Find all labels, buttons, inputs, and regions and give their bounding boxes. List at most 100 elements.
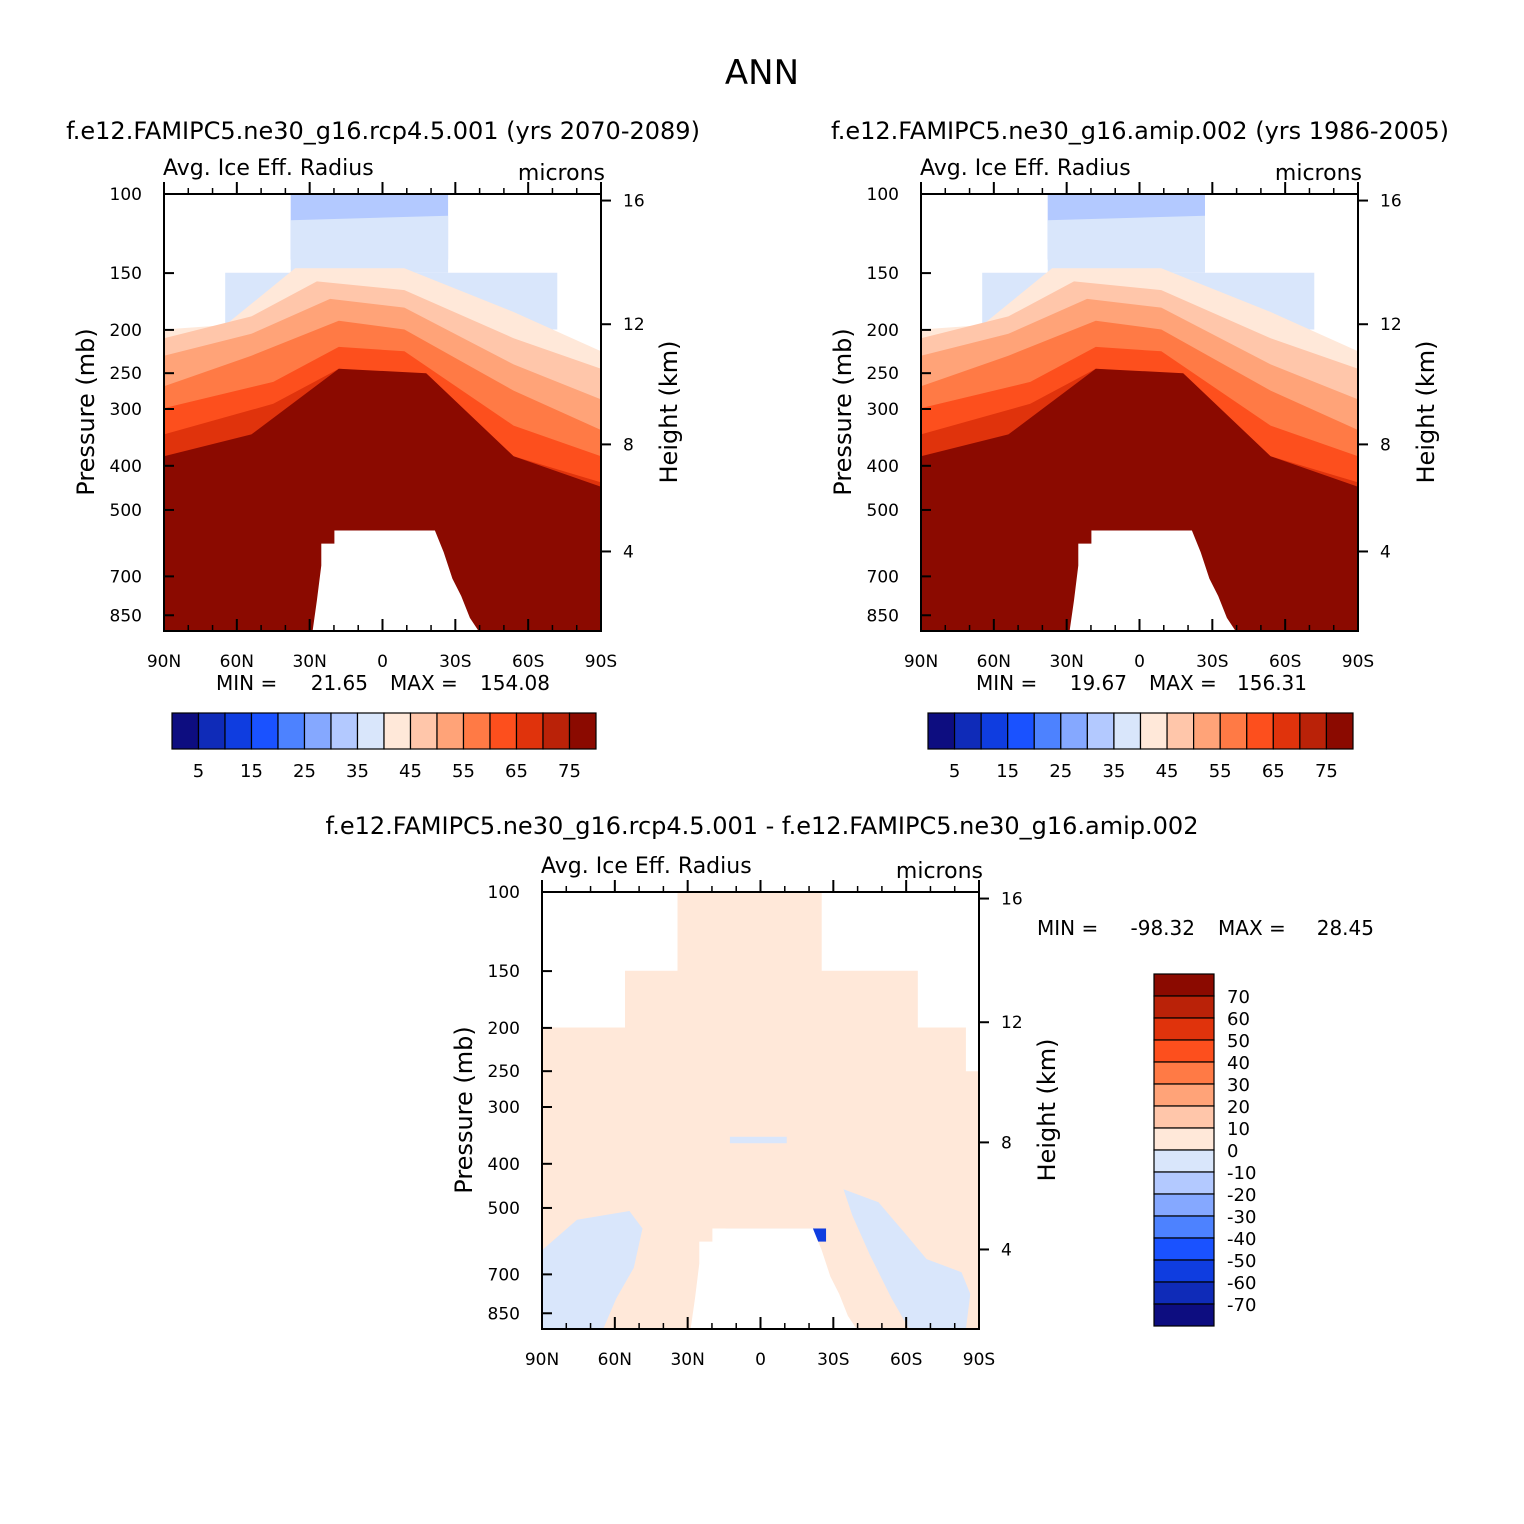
colorbar-label: 65 [1262,761,1285,782]
y2-tick-label: 16 [623,192,645,212]
x-tick-label: 0 [377,652,388,672]
colorbar-box [1153,1105,1215,1129]
colorbar-label: -30 [1227,1207,1256,1228]
x-tick-label: 30S [817,1350,849,1370]
colorbar-box [1299,712,1328,750]
colorbar-label: -10 [1227,1163,1256,1184]
colorbar-box [1113,712,1142,750]
y-tick-label: 300 [110,400,142,420]
y-tick-label: 700 [867,567,899,587]
colorbar-box [1153,1061,1215,1085]
y-tick-label: 250 [867,364,899,384]
colorbar-box [1153,973,1215,997]
min-label: MIN = [216,671,277,695]
contour-band [921,368,1358,631]
y2-tick-label: 4 [623,542,634,562]
y-tick-label: 150 [488,962,520,982]
colorbar-box [383,712,412,750]
min-max-stats: MIN = 21.65 MAX = 154.08 [216,671,550,695]
panel-title: f.e12.FAMIPC5.ne30_g16.rcp4.5.001 (yrs 2… [66,117,700,145]
colorbar-label: -40 [1227,1229,1256,1250]
colorbar-box [1153,995,1215,1019]
y-tick-label: 300 [488,1098,520,1118]
y-tick-label: 150 [110,264,142,284]
colorbar-box [330,712,359,750]
y-tick-label: 700 [110,567,142,587]
panel-title: f.e12.FAMIPC5.ne30_g16.rcp4.5.001 - f.e1… [326,812,1199,840]
y-tick-label: 400 [110,457,142,477]
min-label: MIN = [976,671,1037,695]
units-label: microns [518,161,605,186]
x-tick-label: 60N [598,1350,632,1370]
max-label: MAX = [390,671,458,695]
colorbar-label: -20 [1227,1185,1256,1206]
colorbar-label: 60 [1227,1009,1250,1030]
colorbar: 5 15 25 35 45 55 65 75 [927,712,1354,782]
colorbar-label: 25 [293,761,316,782]
colorbar-label: 30 [1227,1075,1250,1096]
x-tick-label: 60S [1269,652,1301,672]
y-tick-label: 400 [867,457,899,477]
y2-tick-label: 12 [623,315,645,335]
y-axis-label: Pressure (mb) [450,1026,478,1193]
y-tick-label: 150 [867,264,899,284]
panel-case: f.e12.FAMIPC5.ne30_g16.rcp4.5.001 (yrs 2… [66,117,700,782]
y-tick-label: 850 [488,1304,520,1324]
x-tick-label: 90N [904,652,938,672]
y2-tick-label: 12 [1001,1013,1023,1033]
y2-tick-label: 8 [1001,1133,1012,1153]
y2-tick-label: 12 [1380,315,1402,335]
colorbar-label: 5 [193,761,204,782]
colorbar-box [224,712,253,750]
y2-tick-label: 8 [1380,435,1391,455]
colorbar-box [1153,1193,1215,1217]
colorbar-label: 5 [949,761,960,782]
y-tick-label: 100 [110,185,142,205]
colorbar-label: -50 [1227,1251,1256,1272]
min-max-stats: MIN = -98.32 MAX = 28.45 [1037,916,1374,940]
missing-data-region [1069,530,1236,631]
colorbar-box [515,712,544,750]
y-tick-label: 100 [488,883,520,903]
y-tick-label: 200 [867,321,899,341]
colorbar-label: 20 [1227,1097,1250,1118]
y-tick-label: 850 [867,606,899,626]
contour-field: 90N 60N 30N 0 30S 60S 90S 100 150 200 250 300 400 500… [488,880,1023,1370]
colorbar-label: 50 [1227,1031,1250,1052]
colorbar-label: 55 [452,761,475,782]
colorbar-label: 35 [1102,761,1125,782]
x-tick-label: 90S [585,652,617,672]
y-tick-label: 700 [488,1265,520,1285]
colorbar-box [1193,712,1221,750]
panel-difference: f.e12.FAMIPC5.ne30_g16.rcp4.5.001 - f.e1… [326,812,1374,1370]
colorbar-box [1153,1281,1215,1305]
x-tick-label: 30S [439,652,471,672]
colorbar-box [462,712,491,750]
colorbar-box [356,712,385,750]
colorbar-box [927,712,956,750]
x-tick-label: 60S [890,1350,922,1370]
y-axis-label: Pressure (mb) [829,328,857,495]
colorbar-box [1153,1215,1215,1239]
contour-field: 90N 60N 30N 0 30S 60S 90S 100 150 200 250 300 400 500… [110,182,645,672]
x-tick-label: 90N [147,652,181,672]
colorbar-label: -60 [1227,1273,1256,1294]
colorbar-label: 35 [346,761,369,782]
colorbar-box [197,712,226,750]
y2-tick-label: 16 [1001,890,1023,910]
colorbar-box [1153,1237,1215,1261]
colorbar-label: 40 [1227,1053,1250,1074]
colorbar-box [1153,1149,1215,1173]
x-tick-label: 30N [1049,652,1083,672]
max-label: MAX = [1218,916,1286,940]
y2-tick-label: 8 [623,435,634,455]
y-tick-label: 250 [488,1062,520,1082]
colorbar-box [542,712,571,750]
max-value: 154.08 [480,671,550,695]
colorbar-box [1272,712,1301,750]
colorbar-box [171,712,200,750]
colorbar-box [303,712,332,750]
max-label: MAX = [1149,671,1217,695]
contour-band [542,1211,643,1329]
